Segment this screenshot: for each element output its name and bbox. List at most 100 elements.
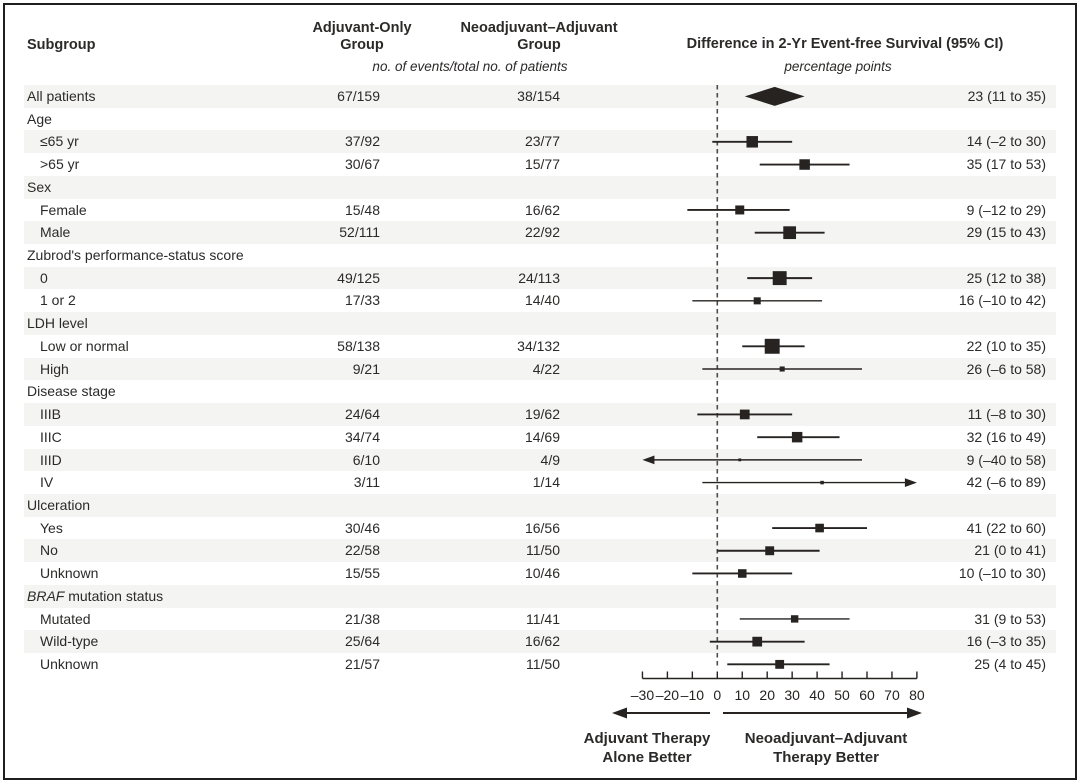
subgroup-label: ≤65 yr [40, 133, 79, 150]
axis-tick-label: –10 [681, 687, 705, 703]
neoadjuvant-adjuvant-value: 16/56 [524, 519, 560, 536]
adjuvant-only-value: 15/48 [344, 201, 380, 218]
subgroup-column-header: Subgroup [27, 37, 96, 53]
right-direction-label-line1: Neoadjuvant–Adjuvant [744, 730, 908, 747]
row-band [24, 630, 1056, 653]
neoadjuvant-column-header-line2: Group [517, 37, 561, 53]
neoadjuvant-adjuvant-value: 11/41 [526, 610, 560, 627]
row-band [24, 403, 1056, 426]
subgroup-label: IIIC [40, 428, 62, 445]
group-header-label: LDH level [27, 315, 88, 332]
axis-tick-label: –20 [656, 687, 680, 703]
point-estimate-marker [815, 523, 824, 533]
subgroup-label: Unknown [40, 565, 99, 582]
right-direction-arrowhead [907, 707, 922, 719]
point-estimate-marker [753, 297, 761, 305]
subgroup-label: High [40, 360, 69, 377]
neoadjuvant-adjuvant-value: 4/22 [532, 360, 560, 377]
difference-ci-value: 16 (–3 to 35) [966, 633, 1046, 650]
subgroup-label: Wild-type [40, 633, 99, 650]
subgroup-label: All patients [27, 88, 96, 104]
neoadjuvant-adjuvant-value: 14/40 [524, 292, 560, 309]
adjuvant-only-value: 37/92 [344, 133, 380, 150]
axis-tick-label: 0 [713, 687, 721, 703]
adjuvant-only-value: 21/38 [344, 610, 380, 627]
adjuvant-only-value: 30/46 [344, 519, 380, 536]
group-header-label: Disease stage [27, 383, 116, 400]
difference-ci-value: 42 (–6 to 89) [966, 474, 1046, 491]
row-band [24, 448, 1056, 472]
subgroup-label: 1 or 2 [40, 292, 76, 309]
point-estimate-marker [764, 338, 780, 354]
difference-ci-value: 9 (–40 to 58) [966, 451, 1046, 468]
subgroup-label: Mutated [40, 610, 91, 627]
point-estimate-marker [735, 205, 745, 215]
adjuvant-only-value: 6/10 [352, 451, 380, 468]
subgroup-label: IV [40, 474, 54, 491]
point-estimate-marker [820, 480, 824, 485]
axis-tick-label: 80 [909, 687, 925, 703]
axis-tick-label: –30 [631, 687, 655, 703]
adjuvant-only-value: 49/125 [337, 269, 380, 286]
difference-ci-value: 23 (11 to 35) [967, 88, 1046, 104]
point-estimate-marker [790, 615, 799, 623]
adjuvant-only-value: 21/57 [344, 656, 380, 672]
neoadjuvant-adjuvant-value: 4/9 [540, 451, 560, 468]
difference-ci-value: 21 (0 to 41) [974, 542, 1046, 559]
neoadjuvant-adjuvant-value: 14/69 [524, 428, 560, 445]
difference-ci-value: 35 (17 to 53) [966, 156, 1046, 173]
subgroup-label: >65 yr [40, 156, 80, 173]
neoadjuvant-adjuvant-value: 15/77 [524, 156, 560, 173]
left-direction-label-line2: Alone Better [602, 749, 692, 766]
adjuvant-only-value: 15/55 [344, 565, 380, 582]
adjuvant-only-value: 67/159 [337, 88, 380, 104]
axis-tick-label: 30 [784, 687, 800, 703]
difference-ci-value: 10 (–10 to 30) [958, 565, 1046, 582]
subgroup-label: Unknown [40, 656, 99, 672]
group-header-label: Ulceration [27, 496, 91, 513]
row-band [24, 539, 1056, 563]
difference-ci-value: 11 (–8 to 30) [967, 406, 1046, 423]
italic-gene-name: BRAF [27, 587, 65, 604]
difference-ci-value: 25 (4 to 45) [974, 656, 1046, 672]
difference-ci-value: 25 (12 to 38) [966, 269, 1046, 286]
row-band [24, 584, 1056, 608]
axis-tick-label: 40 [809, 687, 825, 703]
point-estimate-marker [799, 159, 810, 170]
adjuvant-only-value: 24/64 [344, 406, 380, 423]
axis-tick-label: 10 [734, 687, 750, 703]
neoadjuvant-adjuvant-value: 38/154 [517, 88, 560, 104]
difference-ci-value: 41 (22 to 60) [966, 519, 1046, 536]
neoadjuvant-adjuvant-value: 23/77 [524, 133, 560, 150]
adjuvant-only-value: 52/111 [339, 224, 380, 241]
axis-tick-label: 20 [759, 687, 775, 703]
adjuvant-only-value: 34/74 [344, 428, 380, 445]
row-band [24, 175, 1056, 199]
neoadjuvant-adjuvant-value: 16/62 [524, 201, 560, 218]
adjuvant-only-value: 22/58 [344, 542, 380, 559]
right-direction-label-line2: Therapy Better [773, 749, 879, 766]
group-header-label: BRAF mutation status [27, 587, 164, 604]
subgroup-label: Low or normal [40, 337, 129, 354]
axis-tick-label: 70 [884, 687, 900, 703]
subgroup-label: IIID [40, 451, 62, 468]
axis-tick-label: 50 [834, 687, 850, 703]
axis-tick-label: 60 [859, 687, 875, 703]
adjuvant-only-value: 25/64 [344, 633, 380, 650]
adjuvant-only-value: 17/33 [344, 292, 380, 309]
subgroup-label: Yes [40, 519, 63, 536]
events-units-note: no. of events/total no. of patients [372, 59, 568, 74]
row-band [24, 312, 1056, 335]
point-estimate-marker [791, 431, 803, 443]
adjuvant-only-value: 9/21 [352, 360, 380, 377]
group-header-label: Zubrod's performance-status score [27, 247, 244, 264]
neoadjuvant-adjuvant-value: 24/113 [518, 269, 560, 286]
adjuvant-column-header-line2: Group [340, 37, 384, 53]
neoadjuvant-adjuvant-value: 22/92 [524, 224, 560, 241]
difference-ci-value: 14 (–2 to 30) [966, 133, 1046, 150]
row-band [24, 130, 1056, 154]
neoadjuvant-column-header-line1: Neoadjuvant–Adjuvant [460, 20, 618, 36]
neoadjuvant-adjuvant-value: 16/62 [524, 633, 560, 650]
neoadjuvant-adjuvant-value: 34/132 [517, 337, 560, 354]
